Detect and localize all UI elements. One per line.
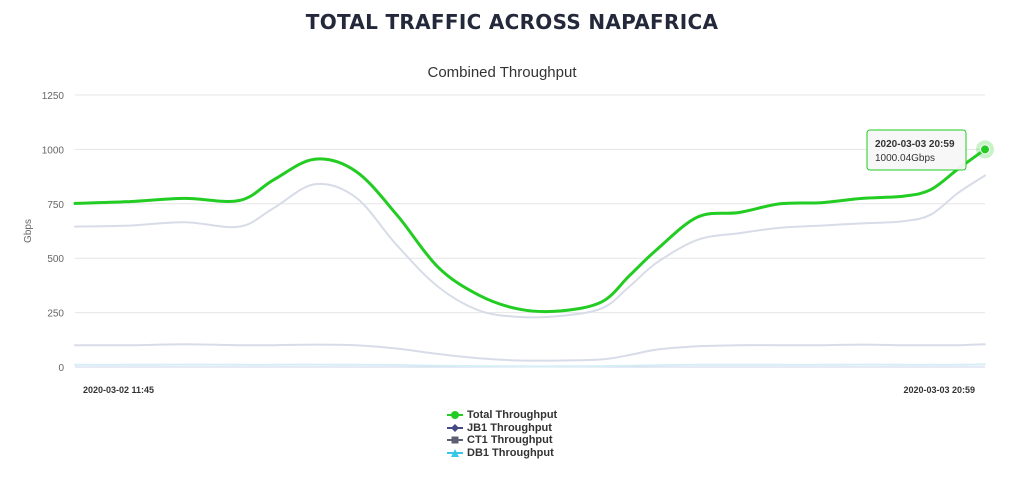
legend-item-jb1[interactable]: JB1 Throughput — [447, 422, 557, 435]
chart-legend: Total Throughput JB1 Throughput CT1 Thro… — [447, 409, 557, 459]
legend-item-db1[interactable]: DB1 Throughput — [447, 447, 557, 460]
y-tick-label: 0 — [58, 363, 64, 374]
legend-label: DB1 Throughput — [467, 446, 554, 459]
legend-label: JB1 Throughput — [467, 421, 552, 434]
chart-title: Combined Throughput — [428, 64, 578, 81]
legend-item-total[interactable]: Total Throughput — [447, 409, 557, 422]
legend-label: Total Throughput — [467, 409, 558, 422]
series-line-ct1-throughput — [74, 343, 986, 362]
y-tick-label: 250 — [47, 309, 64, 320]
tooltip-time: 2020-03-03 20:59 — [875, 139, 955, 150]
legend-label: CT1 Throughput — [467, 434, 553, 447]
legend-square-icon — [447, 434, 463, 446]
legend-item-ct1[interactable]: CT1 Throughput — [447, 434, 557, 447]
y-tick-label: 750 — [47, 200, 64, 211]
series-line-jb1-throughput — [74, 174, 986, 319]
legend-circle-icon — [447, 409, 463, 421]
tooltip-value: 1000.04Gbps — [875, 153, 935, 164]
y-tick-label: 500 — [47, 254, 64, 265]
y-tick-label: 1250 — [42, 91, 65, 102]
y-axis-label: Gbps — [23, 219, 34, 243]
y-tick-label: 1000 — [42, 145, 65, 156]
x-tick-label: 2020-03-03 20:59 — [903, 385, 975, 395]
tooltip-box — [866, 129, 967, 171]
series-line-total-throughput — [73, 147, 987, 314]
page-title: TOTAL TRAFFIC ACROSS NAPAFRICA — [305, 10, 719, 34]
data-point — [980, 144, 990, 155]
legend-triangle-icon — [447, 447, 463, 459]
x-tick-label: 2020-03-02 11:45 — [83, 385, 154, 395]
legend-diamond-icon — [447, 422, 463, 434]
series-line-db1-throughput — [74, 363, 986, 368]
